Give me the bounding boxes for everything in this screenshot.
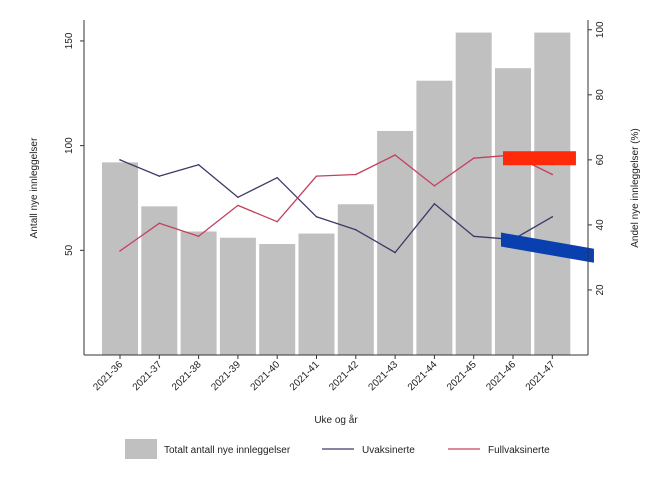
series-0-point-2021-44	[433, 202, 436, 205]
legend-label-series-1: Fullvaksinerte	[488, 445, 550, 456]
x-tick-label-2021-43: 2021-43	[366, 359, 400, 393]
right-tick-label-20: 20	[595, 284, 606, 296]
right-tick-label-100: 100	[595, 21, 606, 38]
series-1-point-2021-38	[197, 235, 200, 238]
series-0-point-2021-41	[315, 215, 318, 218]
bar-2021-36	[102, 162, 138, 355]
series-line-1	[119, 154, 553, 252]
x-tick-label-2021-41: 2021-41	[288, 359, 322, 393]
series-1-point-2021-41	[315, 175, 318, 177]
series-1-point-2021-39	[237, 204, 239, 207]
series-1-point-2021-47	[551, 173, 554, 176]
bar-2021-40	[259, 244, 296, 355]
right-tick-label-80: 80	[595, 89, 606, 101]
bar-2021-44	[416, 80, 453, 355]
bar-2021-41	[298, 233, 335, 355]
x-tick-label-2021-40: 2021-40	[249, 359, 283, 393]
y-axis-right-title: Andel nye innleggelser (%)	[630, 128, 641, 248]
series-1-point-2021-40	[276, 220, 279, 223]
bar-series	[102, 32, 571, 355]
right-tick-label-40: 40	[595, 219, 606, 231]
series-0-point-2021-39	[237, 196, 239, 199]
bar-2021-42	[337, 204, 374, 355]
series-0-point-2021-36	[119, 159, 121, 161]
y-axis-left-title: Antall nye innleggelser	[29, 137, 40, 238]
x-tick-label-2021-37: 2021-37	[131, 359, 165, 393]
bar-2021-47	[534, 32, 571, 355]
series-0-point-2021-43	[394, 251, 396, 254]
series-0-point-2021-45	[472, 235, 475, 238]
right-tick-label-60: 60	[595, 154, 606, 166]
series-0-point-2021-37	[158, 175, 161, 177]
legend: Totalt antall nye innleggelser Uvaksiner…	[125, 439, 550, 459]
x-tick-label-2021-38: 2021-38	[170, 359, 204, 393]
series-0-point-2021-40	[276, 176, 279, 179]
annotations	[501, 151, 594, 263]
bar-2021-39	[219, 237, 256, 355]
x-axis-ticks: 2021-36 2021-37 2021-38 2021-39 2021-40 2021-…	[91, 355, 558, 393]
series-1-point-2021-43	[394, 154, 396, 156]
series-1-point-2021-36	[119, 250, 121, 252]
x-tick-label-2021-44: 2021-44	[406, 359, 440, 393]
bar-2021-38	[180, 231, 217, 355]
series-0-point-2021-47	[551, 215, 554, 218]
x-tick-label-2021-42: 2021-42	[327, 359, 361, 393]
series-1-point-2021-42	[355, 173, 357, 176]
bar-2021-46	[495, 68, 531, 355]
annotation-red-marker	[503, 151, 576, 166]
x-tick-label-2021-45: 2021-45	[445, 359, 479, 393]
annotation-blue-marker	[501, 232, 594, 263]
left-tick-label-50: 50	[64, 244, 75, 256]
series-line-0	[119, 159, 553, 254]
bar-2021-45	[455, 32, 492, 355]
bar-2021-43	[377, 130, 414, 355]
left-tick-label-100: 100	[64, 137, 75, 154]
series-0-point-2021-38	[197, 163, 200, 166]
bar-2021-37	[141, 206, 178, 355]
left-tick-label-150: 150	[64, 32, 75, 49]
line-series	[119, 154, 554, 254]
legend-label-series-0: Uvaksinerte	[362, 445, 415, 456]
x-axis-title: Uke og år	[314, 414, 358, 426]
left-axis-ticks: 50 100 150	[64, 32, 84, 256]
x-tick-label-2021-39: 2021-39	[209, 359, 243, 393]
series-0-point-2021-42	[355, 228, 357, 231]
x-tick-label-2021-47: 2021-47	[524, 359, 558, 393]
legend-swatch-bars	[125, 439, 157, 459]
series-1-point-2021-45	[472, 157, 475, 160]
x-tick-label-2021-46: 2021-46	[484, 359, 518, 393]
x-tick-label-2021-36: 2021-36	[91, 359, 125, 393]
series-1-point-2021-37	[158, 222, 161, 225]
right-axis-ticks: 20 40 60 80 100	[588, 21, 606, 296]
legend-label-bars: Totalt antall nye innleggelser	[164, 445, 291, 456]
series-1-point-2021-44	[433, 185, 436, 187]
